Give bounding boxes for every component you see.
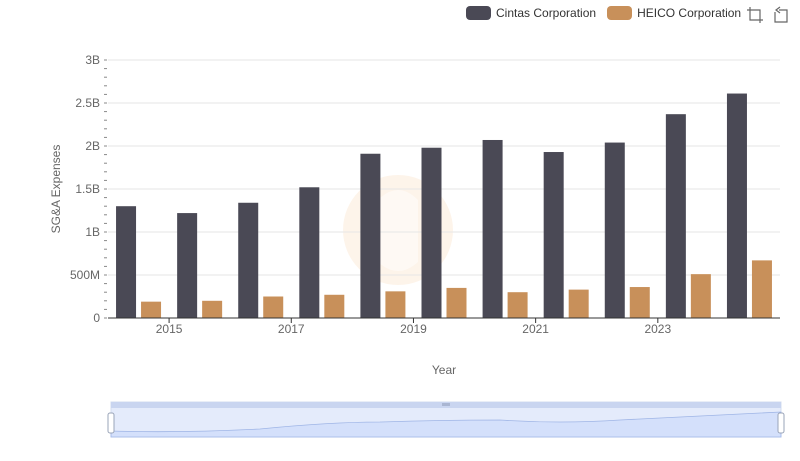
y-tick-label: 1B [85,225,100,239]
bar-cintas-2019[interactable] [421,147,442,318]
chart-toolbox [746,6,798,24]
bar-heico-2018[interactable] [385,291,406,318]
legend-swatch-cintas [466,6,491,20]
x-axis-title: Year [432,363,456,377]
x-tick-label: 2021 [522,322,549,336]
bar-cintas-2014[interactable] [116,206,137,318]
slider-grip-icon[interactable] [442,403,450,406]
legend: Cintas Corporation HEICO Corporation [466,4,752,22]
legend-label-cintas: Cintas Corporation [496,6,597,20]
y-tick-label: 1.5B [75,182,100,196]
x-tick-label: 2023 [644,322,671,336]
bar-heico-2017[interactable] [324,294,345,318]
bar-cintas-2024[interactable] [726,93,747,318]
slider-preview-area [110,411,782,438]
legend-swatch-heico [607,6,633,20]
y-axis-title: SG&A Expenses [49,145,63,234]
zoom-reset-icon[interactable] [772,6,790,24]
bars [116,93,772,319]
y-minor-ticks [104,59,107,319]
bar-heico-2023[interactable] [690,274,711,318]
x-tick-label: 2019 [400,322,427,336]
bar-cintas-2020[interactable] [482,139,503,318]
y-axis-labels: 0 500M 1B 1.5B 2B 2.5B 3B [70,53,100,325]
bar-heico-2015[interactable] [202,300,223,318]
slider-right-handle[interactable] [777,412,785,434]
bar-cintas-2017[interactable] [299,187,320,318]
legend-item-cintas[interactable]: Cintas Corporation [466,6,596,20]
y-tick-label: 2.5B [75,96,100,110]
data-zoom-slider[interactable] [107,401,785,438]
bar-heico-2014[interactable] [141,301,162,318]
bar-cintas-2015[interactable] [177,213,198,318]
bar-heico-2022[interactable] [629,287,650,318]
legend-label-heico: HEICO Corporation [637,6,742,20]
y-tick-label: 0 [93,311,100,325]
x-tick-label: 2017 [278,322,305,336]
x-axis-labels: 2015 2017 2019 2021 2023 [156,318,671,336]
x-tick-label: 2015 [156,322,183,336]
bar-heico-2020[interactable] [507,292,528,318]
bar-cintas-2016[interactable] [238,202,259,318]
y-tick-label: 3B [85,53,100,67]
bar-cintas-2021[interactable] [543,152,564,318]
bar-heico-2024[interactable] [751,260,772,318]
bar-heico-2021[interactable] [568,289,589,318]
legend-item-heico[interactable]: HEICO Corporation [607,6,741,20]
y-tick-label: 2B [85,139,100,153]
slider-left-handle[interactable] [107,412,115,434]
bar-cintas-2018[interactable] [360,153,381,318]
bar-cintas-2023[interactable] [665,114,686,319]
bar-heico-2016[interactable] [263,296,284,319]
y-tick-label: 500M [70,268,100,282]
data-zoom-icon[interactable] [746,6,764,24]
bar-heico-2019[interactable] [446,287,467,318]
bar-cintas-2022[interactable] [604,142,625,318]
